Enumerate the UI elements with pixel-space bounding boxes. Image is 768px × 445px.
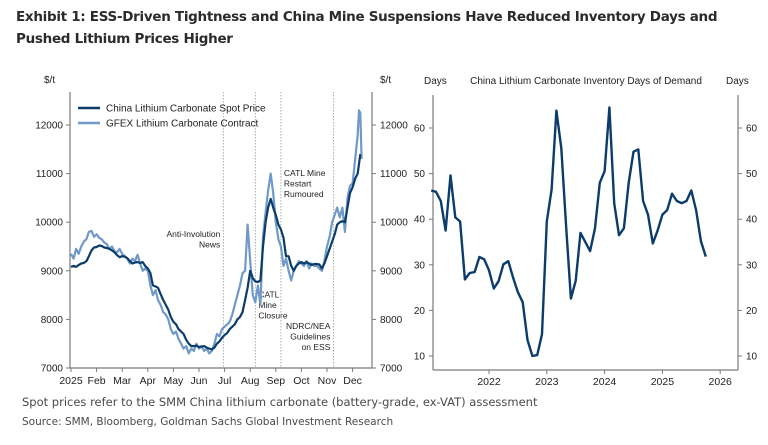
right-y-axis-unit: $/t — [380, 75, 391, 86]
x-tick-label: 2024 — [593, 376, 617, 388]
x-tick-label: Apr — [140, 375, 157, 387]
event-annotation-line: Rumoured — [284, 189, 324, 199]
event-annotation-line: on ESS — [302, 342, 331, 352]
event-annotation-line: CATL — [258, 290, 279, 300]
left-y-tick-label: 40 — [414, 215, 426, 226]
event-annotation: CATL Mine Closure — [258, 290, 288, 321]
event-annotation-line: Restart — [284, 179, 312, 189]
spot-price-line — [70, 154, 362, 351]
inventory-days-line — [430, 106, 707, 358]
x-tick-label: Mar — [113, 375, 132, 387]
right-y-tick-label: 30 — [746, 260, 758, 271]
right-y-tick-label: 8000 — [380, 315, 403, 326]
x-tick-label: Oct — [293, 375, 309, 387]
right-y-tick-label: 10 — [746, 352, 758, 363]
x-tick-label: May — [163, 375, 184, 387]
left-y-tick-label: 10 — [414, 352, 426, 363]
left-y-tick-label: 11000 — [36, 169, 64, 180]
chart-title: China Lithium Carbonate Inventory Days o… — [470, 76, 702, 87]
left-y-tick-label: 60 — [414, 124, 426, 135]
event-annotation-line: Mine — [258, 300, 277, 310]
left-y-axis-unit: Days — [424, 76, 447, 87]
left-y-tick-label: 10000 — [35, 218, 63, 229]
legend-label: GFEX Lithium Carbonate Contract — [106, 119, 259, 130]
x-tick-label: 2025 — [651, 376, 675, 388]
x-tick-label: 2023 — [535, 376, 559, 388]
x-tick-label: 2022 — [477, 376, 501, 388]
event-annotation-line: CATL Mine — [284, 168, 326, 178]
legend-label: China Lithium Carbonate Spot Price — [106, 104, 266, 115]
event-annotation-line: Anti-Involution — [166, 229, 220, 239]
right-y-tick-label: 50 — [746, 169, 758, 180]
x-tick-label: 2026 — [709, 376, 733, 388]
event-annotation: NDRC/NEA Guidelines on ESS — [286, 321, 331, 352]
event-annotation-line: Guidelines — [290, 332, 330, 342]
right-y-tick-label: 40 — [746, 215, 758, 226]
left-y-tick-label: 50 — [414, 169, 426, 180]
x-tick-label: Dec — [343, 375, 362, 387]
event-annotation-line: News — [199, 239, 220, 249]
right-y-tick-label: 60 — [746, 124, 758, 135]
left-y-tick-label: 20 — [414, 306, 426, 317]
left-y-axis-unit: $/t — [44, 75, 55, 86]
right-y-tick-label: 7000 — [380, 364, 403, 375]
right-y-tick-label: 9000 — [380, 266, 403, 277]
x-tick-label: 2025 — [59, 375, 83, 387]
right-y-axis-unit: Days — [726, 76, 749, 87]
gfex-contract-line — [70, 109, 363, 355]
x-tick-label: Nov — [318, 375, 337, 387]
right-inventory-chart: Days Days China Lithium Carbonate Inventor… — [414, 76, 758, 388]
footnote: Spot prices refer to the SMM China lithi… — [22, 395, 538, 409]
left-price-chart: $/t $/t 7000 7000 8000 8000 9000 9000 10000 10000… — [35, 75, 408, 387]
x-tick-label: Jun — [191, 375, 208, 387]
x-tick-label: Jul — [218, 375, 231, 387]
left-y-tick-label: 30 — [414, 260, 426, 271]
event-annotation: CATL Mine Restart Rumoured — [284, 168, 326, 199]
left-y-tick-label: 7000 — [41, 364, 64, 375]
event-annotation-line: NDRC/NEA — [286, 321, 331, 331]
event-annotation-line: Closure — [258, 311, 288, 321]
x-tick-label: Sep — [266, 375, 285, 387]
source-note: Source: SMM, Bloomberg, Goldman Sachs Gl… — [22, 416, 394, 428]
x-tick-label: Aug — [241, 375, 260, 387]
left-y-tick-label: 8000 — [41, 315, 64, 326]
x-tick-label: Feb — [88, 375, 106, 387]
right-y-tick-label: 20 — [746, 306, 758, 317]
left-y-tick-label: 9000 — [41, 266, 64, 277]
right-y-tick-label: 12000 — [380, 121, 408, 132]
exhibit-title: Exhibit 1: ESS-Driven Tightness and Chin… — [16, 9, 718, 47]
right-y-tick-label: 10000 — [380, 218, 408, 229]
right-y-tick-label: 11000 — [380, 169, 408, 180]
event-annotation: Anti-Involution News — [166, 229, 220, 250]
left-y-tick-label: 12000 — [35, 121, 63, 132]
